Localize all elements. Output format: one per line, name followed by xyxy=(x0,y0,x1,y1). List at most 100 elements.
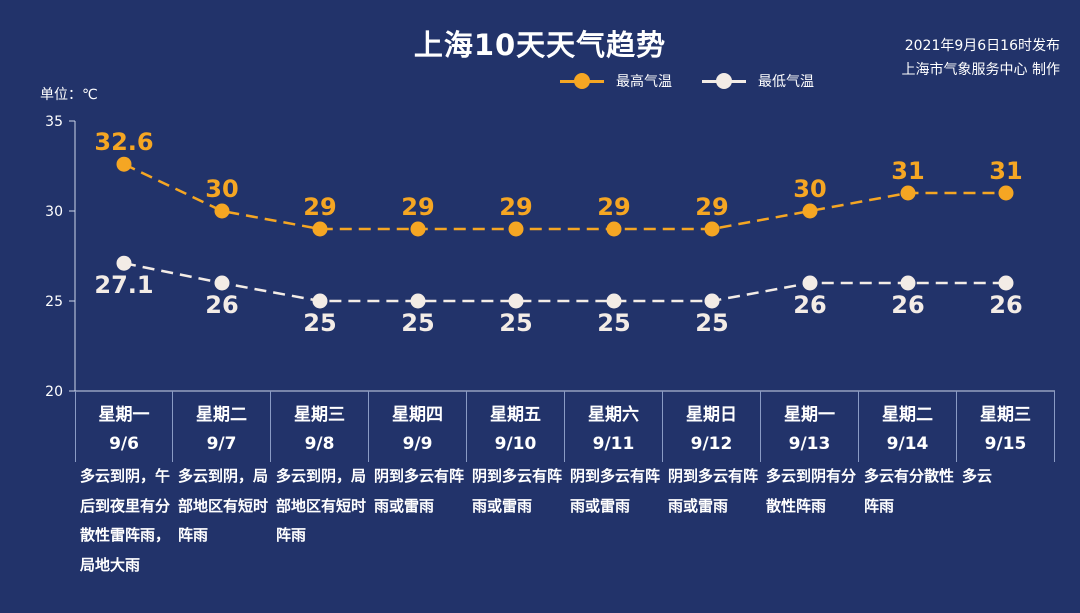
day-cell: 星期二 9/7 xyxy=(173,391,271,462)
data-point-high xyxy=(606,221,622,237)
series-line-high xyxy=(123,163,1006,231)
data-label-high: 29 xyxy=(597,193,630,221)
date-label: 9/10 xyxy=(494,434,537,454)
weekday-label: 星期五 xyxy=(490,405,541,425)
data-label-low: 26 xyxy=(205,291,238,319)
data-label-high: 32.6 xyxy=(94,128,153,156)
data-point-high xyxy=(508,221,524,237)
date-label: 9/7 xyxy=(206,434,237,454)
y-tick-label: 35 xyxy=(45,114,63,130)
date-label: 9/8 xyxy=(304,434,335,454)
weekday-label: 星期三 xyxy=(980,405,1031,425)
data-label-low: 25 xyxy=(401,309,434,337)
day-cell: 星期一 9/13 xyxy=(761,391,859,462)
day-columns: 星期一 9/6 星期二 9/7 星期三 9/8 星期四 9/9 星期五 9/10 星期六 9… xyxy=(75,391,1055,462)
data-point-low xyxy=(116,255,132,271)
weekday-label: 星期二 xyxy=(882,405,933,425)
data-point-high xyxy=(704,221,720,237)
data-label-high: 29 xyxy=(303,193,336,221)
forecast-text: 阴到多云有阵雨或雷雨 xyxy=(472,467,563,515)
date-label: 9/9 xyxy=(402,434,433,454)
date-label: 9/12 xyxy=(690,434,733,454)
weekday-label: 星期三 xyxy=(294,405,345,425)
data-label-low: 25 xyxy=(695,309,728,337)
data-point-high xyxy=(214,203,230,219)
data-label-low: 26 xyxy=(793,291,826,319)
publish-time: 2021年9月6日16时发布 xyxy=(904,38,1060,54)
legend-item-high: 最高气温 xyxy=(560,71,672,91)
day-cell: 星期三 9/8 xyxy=(271,391,369,462)
data-point-low xyxy=(508,293,524,309)
legend-swatch-high xyxy=(560,73,604,89)
series-line-low xyxy=(123,261,1006,303)
data-point-low xyxy=(998,275,1014,291)
data-label-low: 26 xyxy=(989,291,1022,319)
data-label-high: 31 xyxy=(891,157,924,185)
data-label-high: 31 xyxy=(989,157,1022,185)
y-tick-label: 20 xyxy=(45,384,63,400)
data-point-high xyxy=(312,221,328,237)
data-label-low: 25 xyxy=(499,309,532,337)
weekday-label: 星期二 xyxy=(196,405,247,425)
day-cell: 星期五 9/10 xyxy=(467,391,565,462)
day-cell: 星期四 9/9 xyxy=(369,391,467,462)
data-point-high xyxy=(998,185,1014,201)
legend-label-high: 最高气温 xyxy=(616,74,672,90)
legend-item-low: 最低气温 xyxy=(702,71,814,91)
data-label-high: 30 xyxy=(793,175,826,203)
data-point-low xyxy=(704,293,720,309)
data-label-high: 29 xyxy=(499,193,532,221)
y-tick-label: 30 xyxy=(45,204,63,220)
data-point-low xyxy=(802,275,818,291)
date-label: 9/11 xyxy=(592,434,635,454)
chart-legend: 最高气温 最低气温 xyxy=(560,70,844,92)
data-label-low: 25 xyxy=(597,309,630,337)
unit-label: 单位：℃ xyxy=(40,87,98,103)
data-point-high xyxy=(900,185,916,201)
forecast-text: 阴到多云有阵雨或雷雨 xyxy=(668,467,759,515)
forecast-text: 多云到阴有分散性阵雨 xyxy=(766,467,857,515)
data-point-low xyxy=(410,293,426,309)
temperature-chart: 20 25 30 35 32.6 30 29 29 29 29 29 30 31 31 27.1 26 25 25… xyxy=(45,114,1055,400)
data-label-high: 30 xyxy=(205,175,238,203)
day-cell: 星期六 9/11 xyxy=(565,391,663,462)
data-label-low: 25 xyxy=(303,309,336,337)
weekday-label: 星期四 xyxy=(392,405,443,425)
forecast-descriptions: 多云到阴，午后到夜里有分散性雷阵雨，局地大雨 多云到阴，局部地区有短时阵雨 多云… xyxy=(75,462,1055,580)
day-cell: 星期三 9/15 xyxy=(957,391,1055,462)
day-cell: 星期二 9/14 xyxy=(859,391,957,462)
data-label-low: 27.1 xyxy=(94,271,153,299)
data-point-high xyxy=(116,156,132,172)
forecast-text: 多云到阴，午后到夜里有分散性雷阵雨，局地大雨 xyxy=(80,467,171,574)
data-point-low xyxy=(214,275,230,291)
forecast-text: 阴到多云有阵雨或雷雨 xyxy=(570,467,661,515)
date-label: 9/14 xyxy=(886,434,929,454)
forecast-text: 多云 xyxy=(962,467,993,485)
forecast-text: 多云到阴，局部地区有短时阵雨 xyxy=(178,467,269,544)
day-cell: 星期一 9/6 xyxy=(75,391,173,462)
forecast-text: 多云到阴，局部地区有短时阵雨 xyxy=(276,467,367,544)
weekday-label: 星期一 xyxy=(98,405,150,425)
date-label: 9/6 xyxy=(109,434,139,454)
date-label: 9/13 xyxy=(788,434,831,454)
weekday-label: 星期六 xyxy=(588,405,639,425)
weekday-label: 星期日 xyxy=(686,405,737,425)
data-label-high: 29 xyxy=(401,193,434,221)
page-title: 上海10天天气趋势 xyxy=(413,28,667,62)
data-point-low xyxy=(312,293,328,309)
forecast-text: 多云有分散性阵雨 xyxy=(864,467,955,515)
forecast-text: 阴到多云有阵雨或雷雨 xyxy=(374,467,465,515)
data-point-high xyxy=(410,221,426,237)
weekday-label: 星期一 xyxy=(784,405,835,425)
publisher: 上海市气象服务中心 制作 xyxy=(901,62,1060,78)
y-tick-label: 25 xyxy=(45,294,63,310)
data-label-high: 29 xyxy=(695,193,728,221)
data-point-high xyxy=(802,203,818,219)
legend-label-low: 最低气温 xyxy=(758,74,814,90)
data-point-low xyxy=(900,275,916,291)
date-label: 9/15 xyxy=(984,434,1027,454)
legend-swatch-low xyxy=(702,73,746,89)
data-point-low xyxy=(606,293,622,309)
day-cell: 星期日 9/12 xyxy=(663,391,761,462)
publish-info: 2021年9月6日16时发布 上海市气象服务中心 制作 xyxy=(902,34,1060,82)
